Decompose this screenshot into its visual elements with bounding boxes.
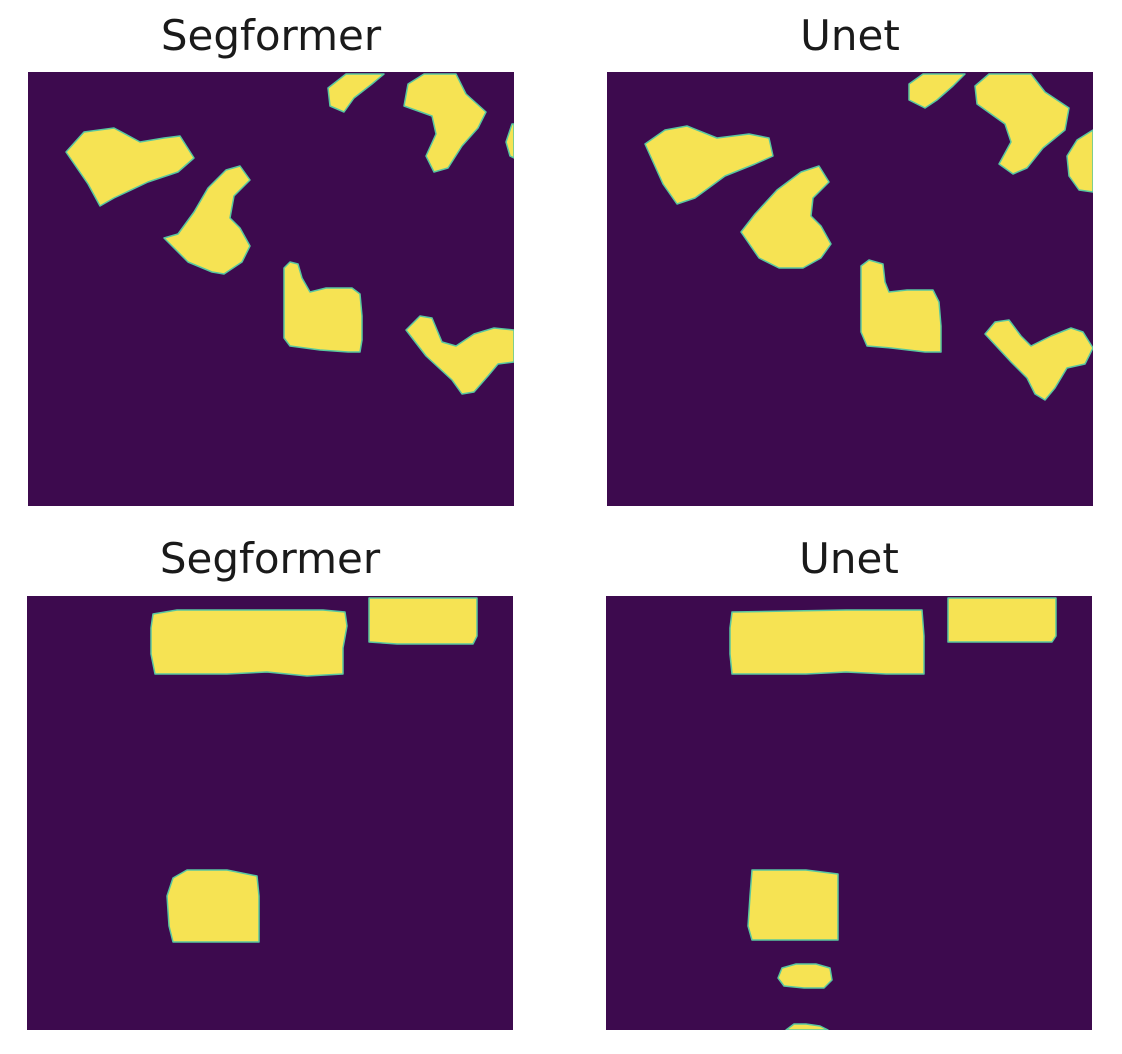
building-blob <box>785 1023 829 1030</box>
building-blob <box>505 123 514 159</box>
building-blob <box>860 259 942 353</box>
building-blob <box>1066 129 1093 193</box>
building-blob <box>163 165 251 275</box>
building-blob <box>747 869 839 941</box>
panel-title-segformer-top: Segformer <box>160 11 382 60</box>
building-blob <box>327 73 385 113</box>
building-blob <box>283 261 363 353</box>
building-blob <box>166 869 260 943</box>
building-blob <box>908 73 966 109</box>
panel-title-unet-top: Unet <box>800 11 900 60</box>
unet-mask-top <box>607 72 1093 506</box>
unet-mask-bottom <box>606 596 1092 1030</box>
building-blob <box>368 597 478 645</box>
building-blob <box>150 609 348 677</box>
panel-title-segformer-bottom: Segformer <box>159 534 381 583</box>
building-blob <box>65 127 195 207</box>
panel-title-unet-bottom: Unet <box>799 534 899 583</box>
building-blob <box>729 609 925 675</box>
building-blob <box>644 125 774 205</box>
building-blob <box>405 315 514 395</box>
building-blob <box>974 73 1070 175</box>
building-blob <box>947 597 1057 643</box>
building-blob <box>740 165 832 269</box>
building-blob <box>984 319 1093 401</box>
segformer-mask-top <box>28 72 514 506</box>
building-blob <box>403 73 487 173</box>
segformer-mask-bottom <box>27 596 513 1030</box>
building-blob <box>777 963 833 989</box>
